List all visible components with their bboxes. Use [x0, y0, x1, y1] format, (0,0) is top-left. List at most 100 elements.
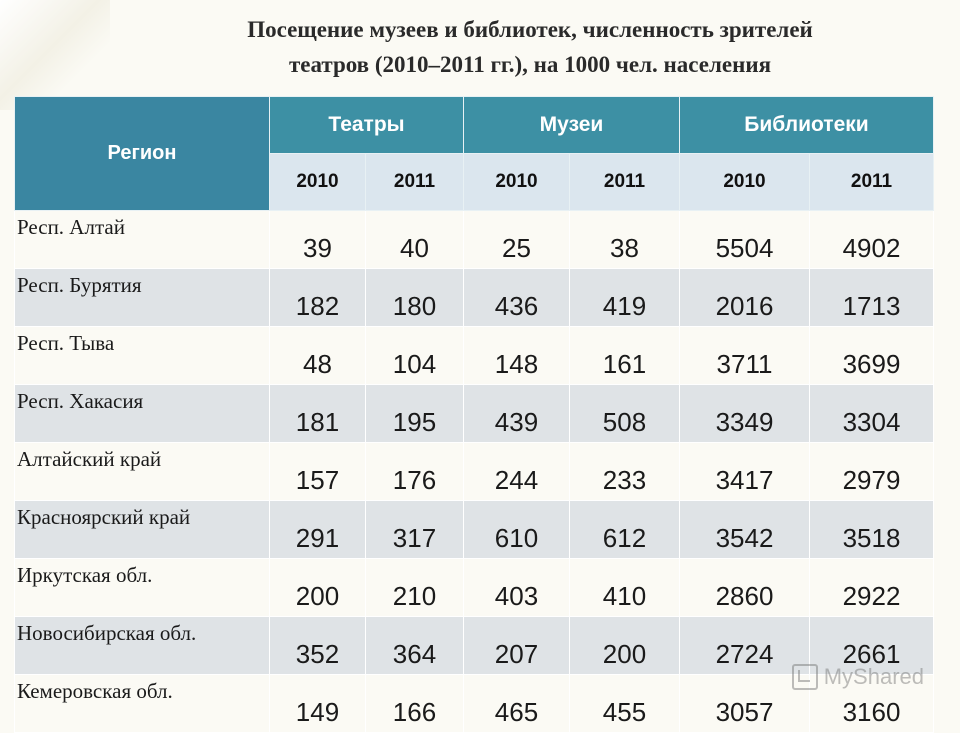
value-cell: 3699 [809, 326, 934, 385]
year-header: 2011 [365, 153, 464, 211]
value-text: 244 [494, 465, 539, 495]
value-text: 182 [295, 291, 340, 321]
value-cell: 455 [569, 674, 680, 733]
theatres-header: Театры [269, 96, 464, 154]
table-row: Респ. Бурятия 182 180 436 419 2016 1713 [14, 268, 934, 327]
value-text: 40 [400, 233, 429, 263]
value-cell: 181 [269, 384, 366, 443]
value-cell: 182 [269, 268, 366, 327]
value-text: 200 [295, 581, 340, 611]
value-cell: 25 [463, 210, 570, 269]
value-text: 3349 [715, 407, 774, 437]
value-cell: 4902 [809, 210, 934, 269]
value-text: 200 [602, 639, 647, 669]
value-cell: 610 [463, 500, 570, 559]
value-text: 176 [392, 465, 437, 495]
value-text: 403 [494, 581, 539, 611]
value-text: 352 [295, 639, 340, 669]
value-cell: 104 [365, 326, 464, 385]
value-cell: 207 [463, 616, 570, 675]
value-text: 3160 [842, 697, 901, 727]
value-text: 3518 [842, 523, 901, 553]
value-text: 317 [392, 523, 437, 553]
value-text: 2661 [842, 639, 901, 669]
value-cell: 465 [463, 674, 570, 733]
value-text: 455 [602, 697, 647, 727]
value-cell: 3304 [809, 384, 934, 443]
value-text: 3304 [842, 407, 901, 437]
value-cell: 180 [365, 268, 464, 327]
value-text: 364 [392, 639, 437, 669]
value-cell: 233 [569, 442, 680, 501]
year-header: 2010 [679, 153, 810, 211]
value-text: 612 [602, 523, 647, 553]
value-cell: 38 [569, 210, 680, 269]
region-name-cell: Красноярский край [14, 500, 270, 559]
watermark-text: MyShared [823, 664, 924, 689]
region-header: Регион [14, 96, 270, 211]
value-text: 439 [494, 407, 539, 437]
region-name-cell: Кемеровская обл. [14, 674, 270, 733]
region-name-cell: Респ. Алтай [14, 210, 270, 269]
table-row: Респ. Хакасия 181 195 439 508 3349 3304 [14, 384, 934, 443]
watermark-logo-icon [791, 664, 818, 690]
value-cell: 2860 [679, 558, 810, 617]
value-text: 161 [602, 349, 647, 379]
libraries-header: Библиотеки [679, 96, 934, 154]
value-text: 195 [392, 407, 437, 437]
value-text: 48 [303, 349, 332, 379]
region-name-cell: Респ. Хакасия [14, 384, 270, 443]
value-text: 3417 [715, 465, 774, 495]
region-name-cell: Алтайский край [14, 442, 270, 501]
value-text: 39 [303, 233, 332, 263]
page-title: Посещение музеев и библиотек, численност… [150, 12, 910, 82]
value-text: 410 [602, 581, 647, 611]
value-text: 210 [392, 581, 437, 611]
year-header: 2011 [809, 153, 934, 211]
value-text: 148 [494, 349, 539, 379]
value-text: 3711 [716, 349, 773, 379]
value-cell: 200 [269, 558, 366, 617]
table-body: Респ. Алтай 39 40 25 38 5504 4902 Респ. Бурятия… [14, 210, 934, 733]
value-text: 3542 [715, 523, 774, 553]
year-header: 2011 [569, 153, 680, 211]
region-name-cell: Респ. Бурятия [14, 268, 270, 327]
value-cell: 48 [269, 326, 366, 385]
value-cell: 2016 [679, 268, 810, 327]
value-text: 4902 [842, 233, 901, 263]
value-cell: 2979 [809, 442, 934, 501]
value-text: 2016 [715, 291, 774, 321]
value-cell: 436 [463, 268, 570, 327]
value-text: 5504 [715, 233, 774, 263]
year-header: 2010 [269, 153, 366, 211]
value-text: 180 [392, 291, 437, 321]
value-cell: 210 [365, 558, 464, 617]
value-text: 3699 [842, 349, 901, 379]
value-cell: 508 [569, 384, 680, 443]
value-text: 149 [295, 697, 340, 727]
value-text: 25 [502, 233, 531, 263]
stats-table-container: Регион Театры Музеи Библиотеки 2010 2011… [14, 96, 934, 733]
table-row: Красноярский край 291 317 610 612 3542 3518 [14, 500, 934, 559]
watermark: MyShared [791, 664, 924, 690]
value-cell: 352 [269, 616, 366, 675]
value-text: 1713 [842, 291, 901, 321]
value-text: 2724 [715, 639, 774, 669]
value-cell: 612 [569, 500, 680, 559]
value-cell: 161 [569, 326, 680, 385]
region-name-cell: Новосибирская обл. [14, 616, 270, 675]
value-text: 610 [494, 523, 539, 553]
value-cell: 166 [365, 674, 464, 733]
page-curl-decoration [0, 0, 110, 110]
value-cell: 403 [463, 558, 570, 617]
value-text: 207 [494, 639, 539, 669]
value-text: 166 [392, 697, 437, 727]
value-text: 2979 [842, 465, 901, 495]
value-text: 465 [494, 697, 539, 727]
value-cell: 3417 [679, 442, 810, 501]
value-text: 508 [602, 407, 647, 437]
table-row: Респ. Алтай 39 40 25 38 5504 4902 [14, 210, 934, 269]
value-cell: 40 [365, 210, 464, 269]
value-cell: 3349 [679, 384, 810, 443]
value-cell: 317 [365, 500, 464, 559]
